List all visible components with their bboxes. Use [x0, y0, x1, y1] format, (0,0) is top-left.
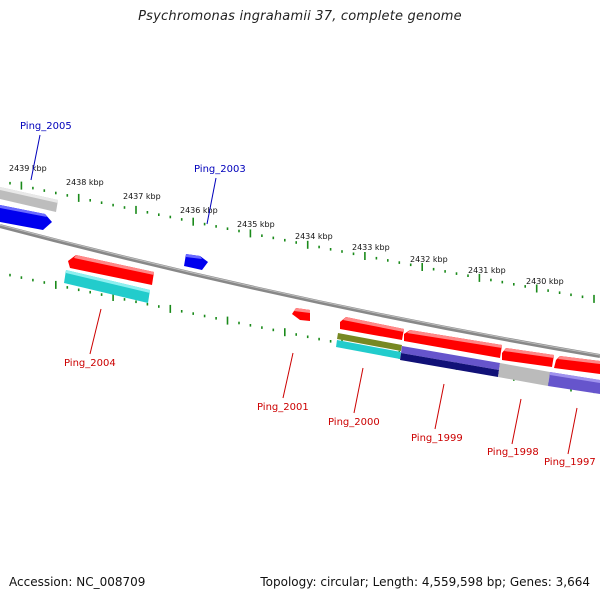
gene-label-ping-2000[interactable]: Ping_2000 — [328, 417, 380, 428]
feature-violet[interactable] — [548, 372, 600, 394]
feature-navy[interactable] — [400, 353, 499, 377]
outer-scale-ticks — [9, 181, 595, 303]
leader-line — [567, 407, 578, 455]
gene-label-ping-2003[interactable]: Ping_2003 — [194, 164, 246, 175]
leader-line — [89, 308, 102, 355]
kbp-label: 2430 kbp — [526, 277, 564, 286]
leader-line — [353, 367, 364, 414]
genome-backbone — [0, 224, 600, 358]
feature-cyan[interactable] — [336, 340, 401, 359]
kbp-label: 2439 kbp — [9, 164, 47, 173]
accession-text: Accession: NC_008709 — [9, 575, 146, 589]
kbp-label: 2435 kbp — [237, 220, 275, 229]
kbp-scale-labels: 2439 kbp 2438 kbp 2437 kbp 2436 kbp 2435… — [9, 164, 564, 286]
kbp-label: 2436 kbp — [180, 206, 218, 215]
gene-ping-2004[interactable] — [68, 255, 154, 285]
feature-gray[interactable] — [498, 363, 550, 386]
inner-track-features — [64, 270, 600, 394]
leader-line — [282, 352, 294, 399]
gene-labels: Ping_2005 Ping_2003 Ping_2004 Ping_2001 … — [20, 121, 596, 468]
gene-ping-2000[interactable] — [340, 317, 404, 340]
kbp-label: 2437 kbp — [123, 192, 161, 201]
gene-ping-1999[interactable] — [404, 330, 502, 358]
leader-line — [434, 383, 445, 430]
kbp-label: 2431 kbp — [468, 266, 506, 275]
gene-ping-1998[interactable] — [502, 348, 554, 367]
gene-label-ping-1998[interactable]: Ping_1998 — [487, 447, 539, 458]
inner-track-forward — [68, 255, 600, 374]
kbp-label: 2434 kbp — [295, 232, 333, 241]
feature-cyan[interactable] — [64, 270, 150, 303]
gene-label-ping-2005[interactable]: Ping_2005 — [20, 121, 72, 132]
leader-line — [30, 134, 41, 181]
gene-label-ping-2001[interactable]: Ping_2001 — [257, 402, 309, 413]
kbp-label: 2432 kbp — [410, 255, 448, 264]
label-leader-lines — [30, 134, 578, 455]
feature-violet[interactable] — [401, 346, 500, 370]
feature-olive[interactable] — [337, 333, 402, 351]
map-title: Psychromonas ingrahamii 37, complete gen… — [138, 9, 462, 24]
gene-label-ping-1997[interactable]: Ping_1997 — [544, 457, 596, 468]
kbp-label: 2438 kbp — [66, 178, 104, 187]
gene-label-ping-1999[interactable]: Ping_1999 — [411, 433, 463, 444]
gene-label-ping-2004[interactable]: Ping_2004 — [64, 358, 116, 369]
outer-track — [0, 187, 208, 270]
leader-line — [206, 177, 217, 225]
kbp-label: 2433 kbp — [352, 243, 390, 252]
leader-line — [511, 398, 522, 445]
gene-ping-2005[interactable] — [0, 205, 52, 230]
genome-backbone-highlight — [0, 224, 600, 356]
gene-ping-2003[interactable] — [184, 254, 208, 270]
genome-summary-text: Topology: circular; Length: 4,559,598 bp… — [260, 575, 590, 589]
